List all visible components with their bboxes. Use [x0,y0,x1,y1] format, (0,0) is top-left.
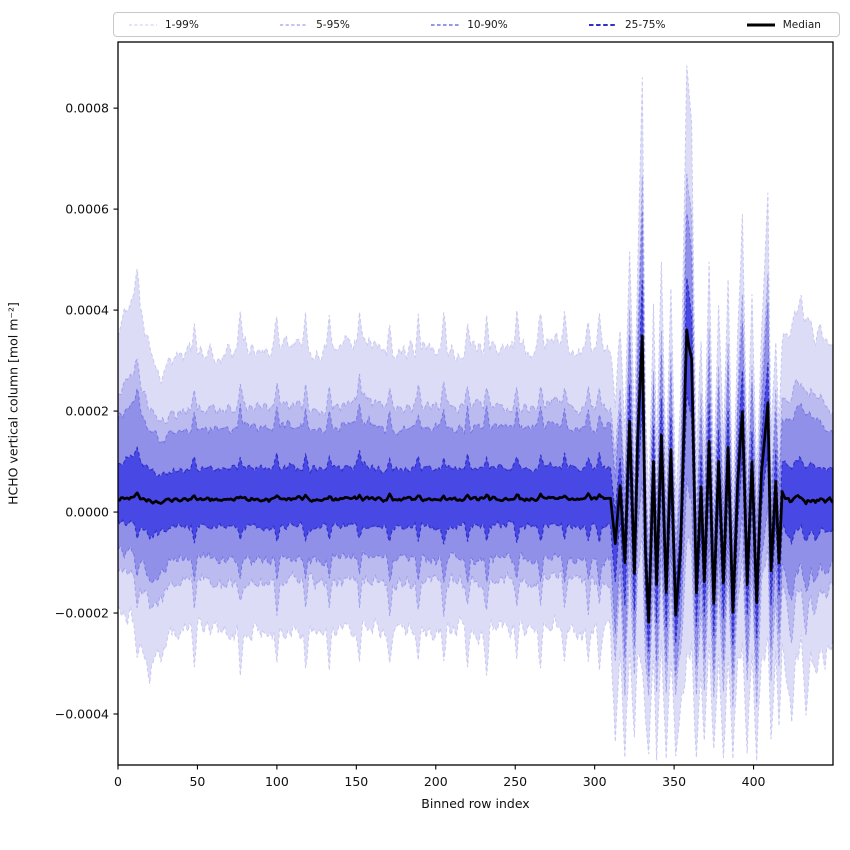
x-tick-label: 200 [424,774,448,789]
legend-line-sample-median [746,21,776,29]
x-tick-label: 350 [662,774,686,789]
y-tick-label: −0.0004 [55,707,109,722]
legend-label: 25-75% [624,18,666,31]
percentile-line-p90 [118,211,833,570]
x-tick-label: 400 [742,774,766,789]
y-tick-label: 0.0008 [65,101,109,116]
legend-label: Median [782,18,821,31]
percentile-line-p10 [118,477,833,677]
x-tick-label: 100 [265,774,289,789]
legend-label: 10-90% [467,18,508,31]
legend-entry-5-95: 5-95% [279,19,350,31]
legend-label: 5-95% [316,18,350,31]
percentile-line-p25 [118,392,833,652]
median-line [118,328,833,624]
x-axis-label: Binned row index [421,796,530,811]
y-tick-label: 0.0000 [65,505,109,520]
y-tick-label: 0.0002 [65,404,109,419]
plot-frame [117,41,834,766]
legend-entry-median: Median [746,19,821,31]
y-axis-label: HCHO vertical column [mol m⁻²] [5,302,21,505]
y-tick-label: −0.0002 [55,606,109,621]
percentile-line-p5 [118,532,833,708]
legend-label: 1-99% [165,18,199,31]
legend-entry-10-90: 10-90% [430,19,508,31]
y-tick-label: 0.0006 [65,202,109,217]
band-fill-10-90% [118,211,833,677]
x-tick-label: 250 [503,774,527,789]
legend-entry-1-99: 1-99% [128,19,199,31]
legend-entry-25-75: 25-75% [588,18,666,31]
legend-line-sample-5-95 [279,21,309,29]
percentile-line-p99 [118,65,833,500]
percentile-line-p75 [118,277,833,598]
y-tick-label: 0.0004 [65,303,109,318]
x-tick-label: 0 [114,774,122,789]
legend-line-sample-10-90 [430,21,460,29]
legend-line-sample-25-75 [588,21,618,29]
percentile-line-p95 [118,173,833,548]
legend-box: 1-99% 5-95% 10-90% 25-75% Median [113,12,840,37]
legend-line-sample-1-99 [128,21,158,29]
x-tick-label: 300 [583,774,607,789]
x-tick-label: 150 [344,774,368,789]
x-tick-label: 50 [189,774,205,789]
